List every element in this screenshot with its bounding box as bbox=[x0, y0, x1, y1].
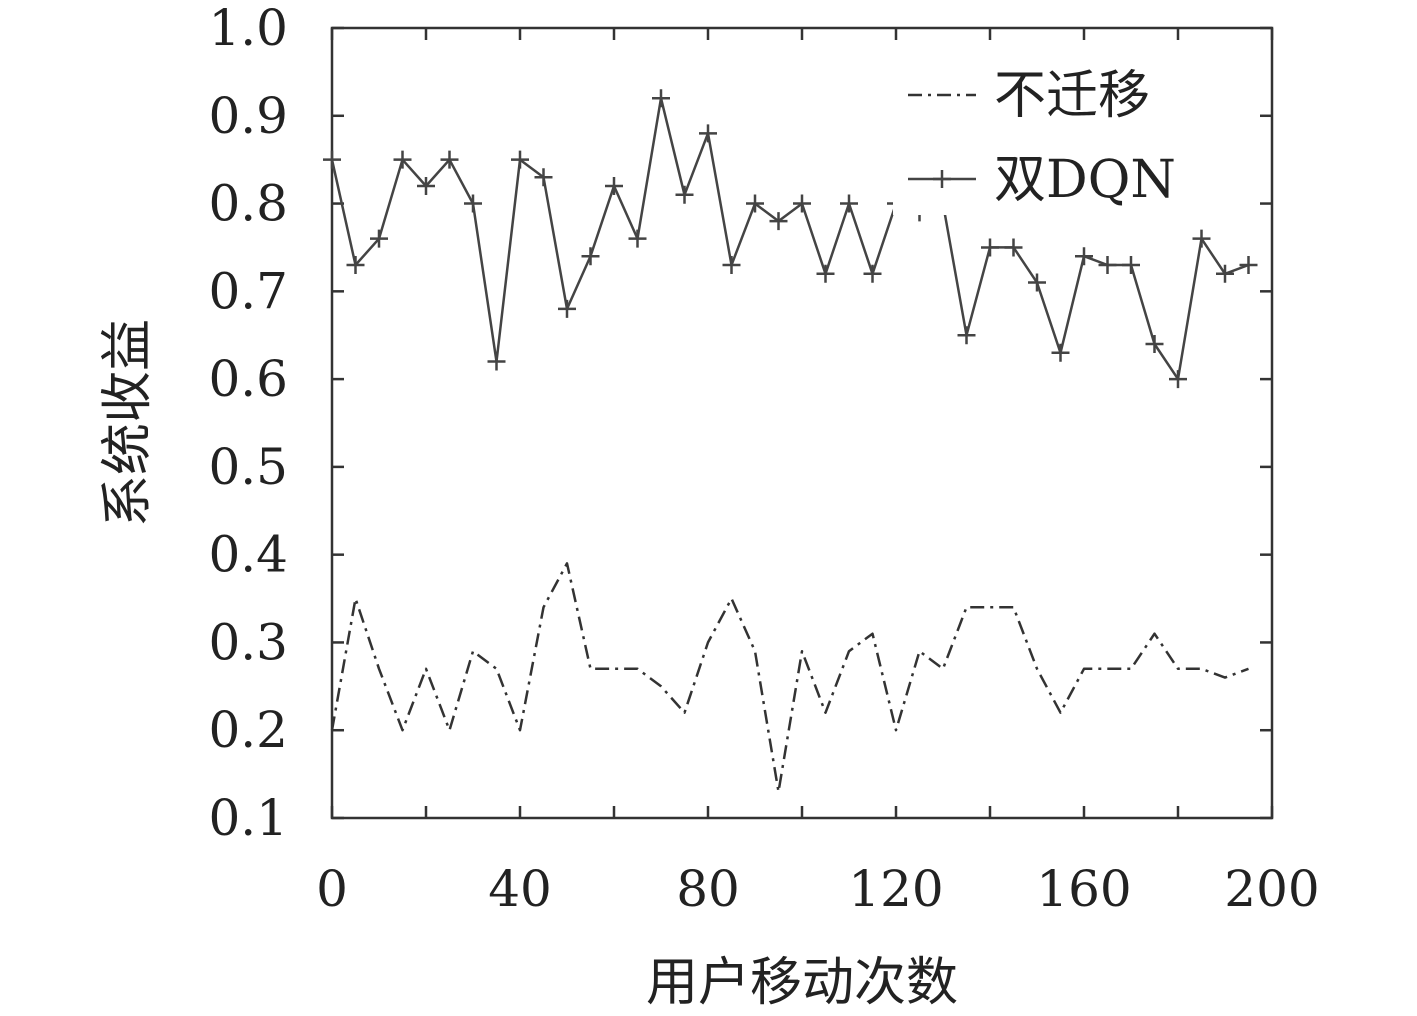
y-tick-label: 0.9 bbox=[208, 87, 288, 145]
series-point bbox=[840, 194, 858, 213]
y-axis-label: 系统收益 bbox=[98, 319, 158, 527]
series-point bbox=[746, 194, 764, 213]
y-tick-label: 0.1 bbox=[208, 789, 288, 847]
series-point bbox=[769, 212, 788, 231]
series-point bbox=[816, 264, 835, 283]
series-line-0 bbox=[330, 562, 1249, 793]
series-line-1 bbox=[330, 96, 1249, 381]
series-point bbox=[1239, 256, 1258, 274]
series-point bbox=[699, 124, 717, 143]
series-point bbox=[464, 194, 482, 213]
series-point bbox=[1145, 335, 1164, 353]
series-point bbox=[511, 150, 529, 169]
y-tick-label: 0.2 bbox=[208, 701, 288, 759]
series-point bbox=[323, 150, 341, 169]
series-point bbox=[1169, 370, 1187, 389]
series-point bbox=[652, 89, 670, 108]
series-layer bbox=[323, 89, 1258, 793]
y-tick-label: 0.3 bbox=[208, 613, 288, 671]
series-point bbox=[558, 299, 576, 318]
series-point bbox=[981, 238, 999, 257]
x-axis-label: 用户移动次数 bbox=[646, 953, 958, 1013]
y-tick-label: 0.4 bbox=[208, 526, 288, 584]
series-point bbox=[1098, 256, 1117, 274]
series-point bbox=[1216, 264, 1234, 283]
series-point bbox=[1075, 247, 1093, 266]
series-point bbox=[487, 352, 506, 371]
series-point bbox=[1051, 343, 1070, 362]
y-tick-label: 0.5 bbox=[208, 438, 288, 496]
x-tick-label: 80 bbox=[676, 860, 740, 918]
series-point bbox=[628, 229, 647, 248]
x-tick-label: 120 bbox=[848, 860, 943, 918]
x-tick-label: 160 bbox=[1036, 860, 1131, 918]
y-tick-label: 1.0 bbox=[208, 0, 288, 57]
series-point bbox=[863, 264, 882, 283]
series-point bbox=[534, 168, 553, 187]
x-tick-label: 40 bbox=[488, 860, 552, 918]
series-point bbox=[346, 256, 365, 274]
series-point bbox=[417, 177, 435, 195]
axis-ticks bbox=[330, 26, 1274, 820]
legend-marker bbox=[933, 170, 951, 188]
legend-label-0: 不迁移 bbox=[994, 66, 1150, 126]
series-point bbox=[605, 177, 623, 195]
series-point bbox=[1192, 229, 1211, 248]
axis-tick-labels: 0 40 80 120 160 200 0.1 0.2 0.3 0.4 0.5 0.6 0.7 0.8 0.… bbox=[208, 0, 1319, 918]
series-point bbox=[1122, 256, 1140, 274]
series-point bbox=[1004, 238, 1023, 257]
series-point bbox=[722, 256, 741, 274]
x-tick-label: 200 bbox=[1224, 860, 1319, 918]
x-tick-label: 0 bbox=[316, 860, 348, 918]
y-tick-label: 0.7 bbox=[208, 262, 288, 320]
series-point bbox=[370, 229, 388, 248]
series-point bbox=[440, 150, 459, 169]
series-point bbox=[793, 194, 811, 213]
legend-background bbox=[893, 55, 1223, 215]
series-point bbox=[581, 247, 600, 266]
series-point bbox=[1028, 273, 1046, 292]
series-point bbox=[957, 326, 976, 345]
series-point bbox=[675, 185, 694, 204]
y-tick-label: 0.8 bbox=[208, 175, 288, 233]
series-point bbox=[393, 150, 412, 169]
legend-label-1: 双DQN bbox=[994, 150, 1176, 210]
y-tick-label: 0.6 bbox=[208, 350, 288, 408]
